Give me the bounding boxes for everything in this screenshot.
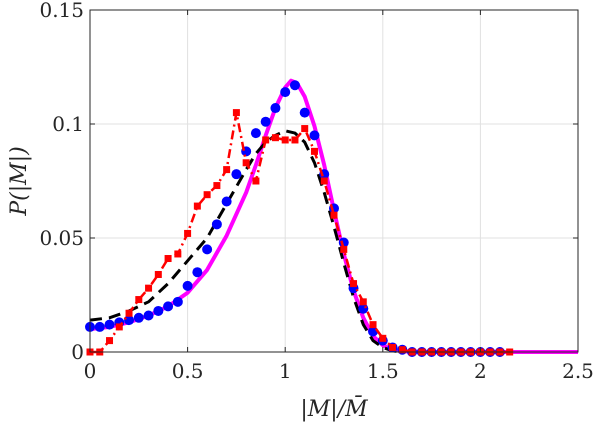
y-axis-label: P(|M|) — [7, 146, 32, 216]
data-marker — [232, 109, 240, 117]
data-point — [280, 87, 291, 98]
data-marker — [145, 284, 153, 292]
data-marker — [379, 334, 387, 342]
data-point — [260, 116, 271, 127]
data-marker — [125, 309, 133, 317]
data-point — [143, 310, 154, 321]
data-point — [153, 305, 164, 316]
data-marker — [242, 159, 250, 167]
series-layer — [85, 78, 578, 357]
data-marker — [350, 280, 358, 288]
data-point — [250, 128, 261, 139]
data-marker — [359, 298, 367, 306]
data-point — [270, 103, 281, 114]
y-tick-label: 0.05 — [39, 226, 84, 250]
series-line-3 — [90, 112, 510, 354]
data-marker — [281, 136, 289, 144]
data-marker — [262, 136, 270, 144]
data-marker — [340, 245, 348, 253]
data-marker — [223, 166, 231, 174]
x-tick-label: 2.5 — [562, 359, 594, 383]
ticks: 0 0.5 1 1.5 2 2.5 0 0.05 0.1 0.15 — [39, 0, 593, 383]
y-tick-label: 0.1 — [52, 112, 84, 136]
x-tick-label: 1 — [279, 359, 292, 383]
data-marker — [106, 337, 114, 345]
data-marker — [291, 136, 299, 144]
series-line-1 — [89, 129, 403, 354]
data-point — [231, 169, 242, 180]
x-tick-label: 0.5 — [172, 359, 204, 383]
data-marker — [174, 250, 182, 258]
data-point — [221, 196, 232, 207]
x-tick-label: 0 — [84, 359, 97, 383]
data-marker — [203, 191, 211, 199]
data-marker — [115, 323, 123, 331]
data-point — [182, 280, 193, 291]
data-marker — [389, 343, 397, 351]
data-point — [94, 321, 105, 332]
data-marker — [330, 211, 338, 219]
data-marker — [301, 125, 309, 133]
data-marker — [310, 147, 318, 155]
data-marker — [184, 229, 192, 237]
y-tick-label: 0 — [71, 340, 84, 364]
data-marker — [369, 321, 377, 329]
x-axis-label: |M|/M̄ — [300, 395, 368, 422]
x-tick-label: 1.5 — [367, 359, 399, 383]
plot-frame — [89, 9, 579, 353]
data-point — [163, 301, 174, 312]
data-point — [133, 312, 144, 323]
x-tick-label: 2 — [474, 359, 487, 383]
y-tick-label: 0.15 — [39, 0, 84, 22]
data-marker — [213, 182, 221, 190]
data-point — [202, 244, 213, 255]
data-point — [104, 319, 115, 330]
data-marker — [193, 202, 201, 210]
data-marker — [320, 177, 328, 185]
data-marker — [164, 255, 172, 263]
data-point — [192, 267, 203, 278]
data-marker — [135, 296, 143, 304]
data-point — [299, 107, 310, 118]
data-marker — [398, 346, 406, 354]
data-marker — [154, 270, 162, 278]
data-point — [309, 130, 320, 141]
data-marker — [271, 134, 279, 142]
data-point — [289, 80, 300, 91]
data-point — [124, 315, 135, 326]
data-point — [172, 296, 183, 307]
data-marker — [252, 177, 260, 185]
grid — [89, 9, 579, 353]
data-point — [211, 219, 222, 230]
